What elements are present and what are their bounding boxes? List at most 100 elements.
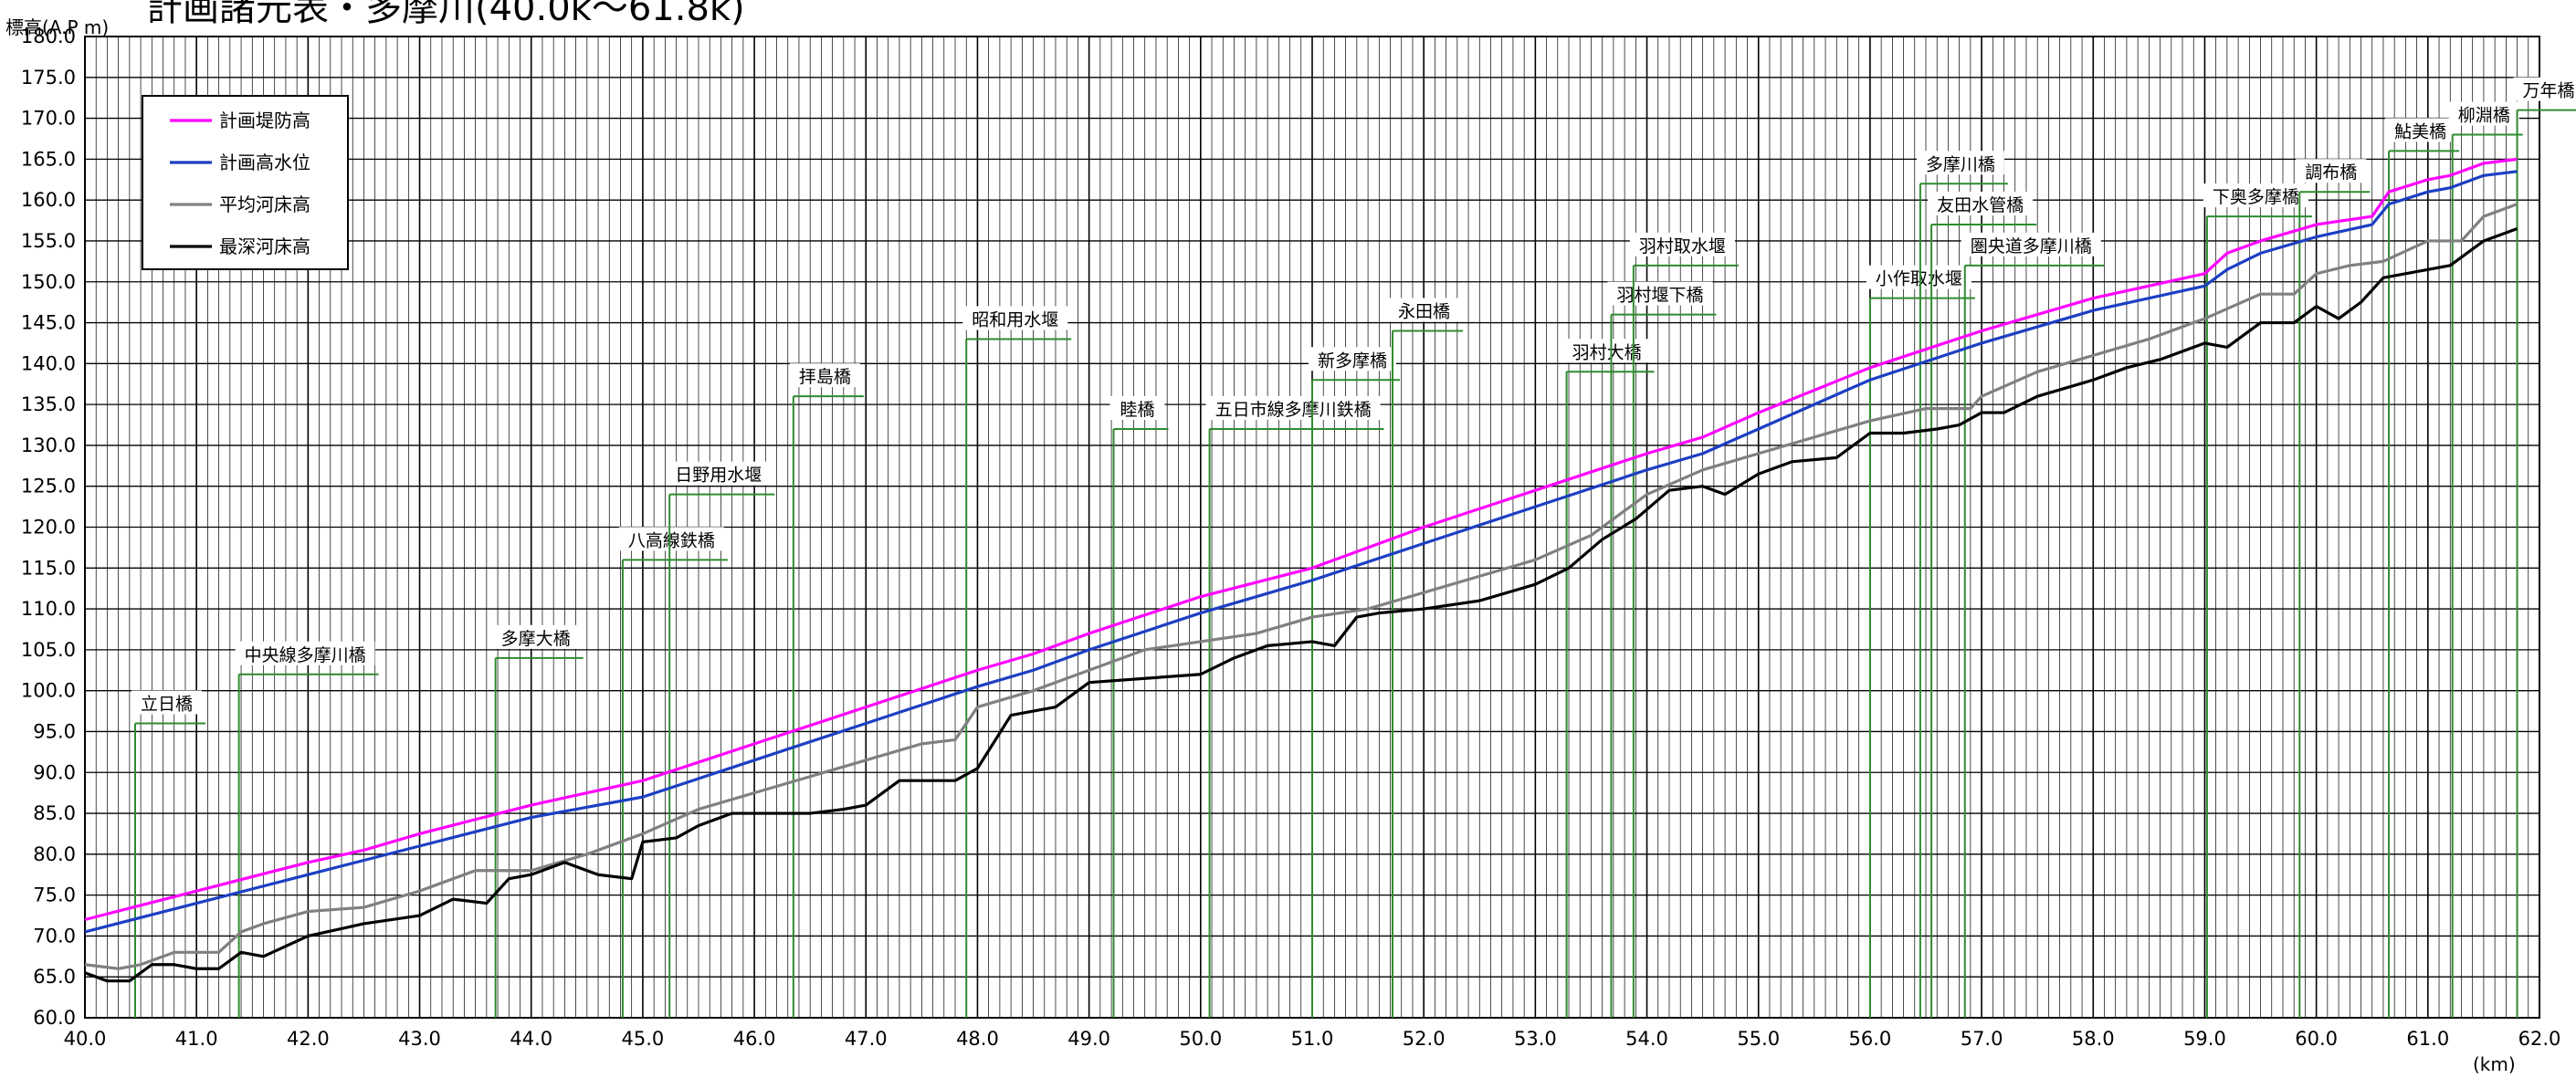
series-line-3 [84, 203, 2518, 970]
structure-label-bg [962, 306, 1068, 330]
structure-label: 多摩川橋 [1926, 154, 1995, 174]
structure-marker: 調布橋 [2296, 159, 2371, 1018]
legend-label: 計画高水位 [219, 152, 310, 173]
series-line-1 [84, 157, 2518, 922]
structure-label-bg [1961, 232, 2101, 256]
legend-box [142, 95, 349, 270]
structure-label: 永田橋 [1398, 302, 1450, 322]
structure-label-bg [789, 363, 860, 388]
y-tick-label: 165.0 [21, 148, 76, 170]
structure-marker: 羽村堰下橋 [1607, 281, 1717, 1018]
structure-label: 八高線鉄橋 [628, 530, 715, 550]
structure-marker: 日野用水堰 [666, 461, 775, 1018]
structure-label: 柳淵橋 [2458, 106, 2510, 126]
structure-label-bg [1388, 298, 1459, 322]
x-tick-label: 60.0 [2295, 1028, 2338, 1050]
y-tick-label: 80.0 [33, 843, 76, 865]
structure-label: 拝島橋 [799, 367, 851, 387]
x-axis-label: (km) [2473, 1053, 2516, 1075]
y-tick-label: 130.0 [21, 434, 76, 456]
y-tick-label: 110.0 [21, 598, 76, 620]
x-tick-label: 47.0 [845, 1028, 888, 1050]
y-tick-label: 145.0 [21, 312, 76, 334]
x-tick-label: 43.0 [398, 1028, 441, 1050]
y-tick-label: 135.0 [21, 393, 76, 415]
x-tick-label: 49.0 [1067, 1028, 1110, 1050]
structure-label: 日野用水堰 [675, 466, 762, 486]
legend-label: 最深河床高 [219, 235, 310, 257]
structure-marker: 羽村取水堰 [1629, 232, 1739, 1018]
structure-label: 多摩大橋 [501, 629, 571, 649]
structure-marker: 五日市線多摩川鉄橋 [1205, 396, 1384, 1018]
structure-label-bg [1109, 396, 1165, 420]
x-tick-label: 45.0 [622, 1028, 665, 1050]
structure-label-bg [2448, 101, 2519, 126]
legend-label: 平均河床高 [219, 194, 310, 215]
y-tick-label: 180.0 [21, 26, 76, 47]
y-tick-label: 140.0 [21, 352, 76, 374]
structure-label: 新多摩橋 [1318, 351, 1387, 371]
y-tick-label: 125.0 [21, 476, 76, 497]
y-tick-label: 100.0 [21, 680, 76, 702]
x-tick-label: 52.0 [1403, 1028, 1446, 1050]
structure-marker: 鮎美橋 [2385, 118, 2460, 1018]
structure-label: 中央線多摩川橋 [245, 645, 366, 665]
x-tick-label: 55.0 [1737, 1028, 1780, 1050]
structure-label: 下奥多摩橋 [2213, 187, 2299, 207]
legend-item: 平均河床高 [170, 194, 310, 215]
x-tick-label: 62.0 [2518, 1028, 2561, 1050]
series-line-2 [84, 170, 2518, 934]
y-tick-label: 105.0 [21, 639, 76, 661]
structure-label-bg [2296, 159, 2367, 183]
structure-marker: 新多摩橋 [1309, 347, 1400, 1018]
structure-label: 友田水管橋 [1937, 195, 2024, 215]
y-axis-label: 標高(A.P m) [5, 16, 110, 38]
y-tick-label: 95.0 [33, 720, 76, 742]
legend-item: 計画堤防高 [170, 110, 310, 131]
structure-label-bg [491, 624, 580, 649]
structure-label-bg [2385, 118, 2456, 142]
structure-label: 立日橋 [141, 695, 193, 715]
structure-label-bg [131, 690, 202, 715]
structure-label: 圏央道多摩川橋 [1971, 236, 2092, 256]
y-tick-label: 60.0 [33, 1007, 76, 1029]
structure-marker: 小作取水堰 [1866, 265, 1975, 1018]
structure-label: 羽村取水堰 [1639, 236, 1726, 256]
x-tick-label: 53.0 [1514, 1028, 1557, 1050]
y-tick-label: 175.0 [21, 67, 76, 89]
y-tick-label: 75.0 [33, 884, 76, 906]
structure-label-bg [2203, 183, 2308, 208]
structure-label-bg [1309, 347, 1396, 372]
structure-label: 睦橋 [1120, 400, 1155, 420]
structure-marker: 永田橋 [1388, 298, 1463, 1018]
x-tick-label: 51.0 [1291, 1028, 1334, 1050]
structure-marker: 圏央道多摩川橋 [1961, 232, 2105, 1018]
legend-label: 計画堤防高 [219, 110, 310, 131]
y-tick-label: 85.0 [33, 802, 76, 824]
structure-label-bg [1916, 151, 2004, 175]
x-tick-label: 40.0 [64, 1028, 107, 1050]
y-tick-label: 155.0 [21, 230, 76, 252]
x-tick-label: 50.0 [1179, 1028, 1222, 1050]
structure-marker: 下奥多摩橋 [2203, 183, 2312, 1018]
structure-marker: 柳淵橋 [2448, 101, 2523, 1018]
structure-marker: 昭和用水堰 [962, 306, 1072, 1018]
structure-label-bg [1205, 396, 1381, 420]
x-tick-label: 46.0 [733, 1028, 776, 1050]
structure-marker: 中央線多摩川橋 [235, 641, 379, 1018]
structure-label-bg [1607, 281, 1713, 306]
structure-label: 鮎美橋 [2394, 121, 2446, 141]
structure-marker: 睦橋 [1109, 396, 1169, 1018]
x-tick-label: 54.0 [1625, 1028, 1668, 1050]
structure-label: 五日市線多摩川鉄橋 [1215, 400, 1372, 420]
legend-item: 最深河床高 [170, 235, 310, 257]
structure-marker: 多摩川橋 [1916, 151, 2008, 1018]
y-tick-label: 65.0 [33, 966, 76, 988]
y-tick-label: 115.0 [21, 557, 76, 579]
structure-label: 羽村大橋 [1572, 342, 1642, 362]
structure-label-bg [2513, 77, 2576, 101]
structure-marker: 多摩大橋 [491, 624, 584, 1018]
structure-marker: 羽村大橋 [1562, 339, 1655, 1018]
x-tick-label: 44.0 [510, 1028, 552, 1050]
